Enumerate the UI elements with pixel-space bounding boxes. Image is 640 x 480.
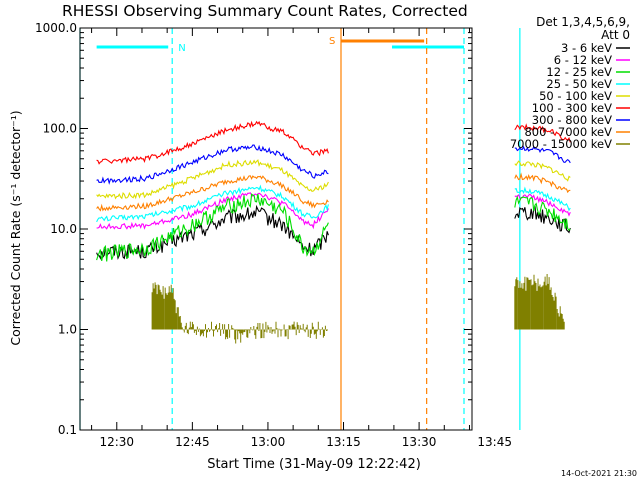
- legend-label: 100 - 300 keV: [532, 101, 612, 115]
- legend-header-line2: Att 0: [601, 28, 630, 42]
- legend-label: 12 - 25 keV: [546, 65, 612, 79]
- y-tick-label: 10.0: [50, 222, 77, 236]
- y-tick-label: 100.0: [43, 122, 77, 136]
- x-axis-label: Start Time (31-May-09 12:22:42): [207, 457, 421, 472]
- series-line: [96, 120, 329, 165]
- series-line: [514, 186, 571, 212]
- legend-label: 25 - 50 keV: [546, 77, 612, 91]
- series-line: [514, 204, 571, 234]
- x-tick-label: 13:45: [477, 435, 512, 449]
- legend-label: 3 - 6 keV: [561, 41, 612, 55]
- x-tick-label: 13:00: [251, 435, 286, 449]
- orbit-annotations: NS: [79, 28, 521, 430]
- series-line: [96, 193, 329, 262]
- night-marker-label: N: [178, 43, 185, 54]
- series-line: [514, 274, 565, 330]
- legend-label: 300 - 800 keV: [532, 113, 612, 127]
- series-line: [514, 123, 571, 143]
- x-tick-label: 12:45: [175, 435, 210, 449]
- series-line: [96, 184, 329, 223]
- series-line: [96, 192, 329, 230]
- legend-header-line1: Det 1,3,4,5,6,9,: [536, 15, 630, 29]
- x-tick-label: 12:30: [99, 435, 134, 449]
- series-line: [151, 282, 328, 344]
- series-line: [514, 172, 571, 194]
- legend-label: 50 - 100 keV: [539, 89, 612, 103]
- x-axis: 12:30 12:45 13:00 13:15 13:30 13:45: [91, 28, 512, 449]
- x-tick-label: 13:15: [326, 435, 361, 449]
- y-axis-label: Corrected Count Rate (s⁻¹ detector⁻¹): [8, 110, 23, 345]
- series-line: [514, 160, 571, 182]
- chart-title: RHESSI Observing Summary Count Rates, Co…: [62, 2, 468, 20]
- legend-label: 800 - 7000 keV: [524, 125, 612, 139]
- legend-label: 6 - 12 keV: [554, 53, 612, 67]
- series-line: [96, 144, 329, 185]
- series-line: [514, 145, 571, 164]
- y-tick-label: 0.1: [58, 423, 77, 437]
- y-tick-label: 1000.0: [35, 21, 77, 35]
- plot-frame: [79, 27, 473, 431]
- series-line: [514, 193, 571, 217]
- series-line: [96, 175, 329, 212]
- y-axis: 1000.0 100.0 10.0 1.0 0.1: [35, 21, 472, 437]
- footer-timestamp: 14-Oct-2021 21:30: [561, 469, 637, 478]
- x-tick-label: 13:30: [402, 435, 437, 449]
- series-line: [96, 159, 329, 200]
- series-layer: [96, 120, 571, 344]
- saa-marker-label: S: [329, 36, 335, 47]
- series-line: [514, 195, 571, 232]
- y-tick-label: 1.0: [58, 323, 77, 337]
- legend-label: 7000 - 15000 keV: [510, 137, 612, 151]
